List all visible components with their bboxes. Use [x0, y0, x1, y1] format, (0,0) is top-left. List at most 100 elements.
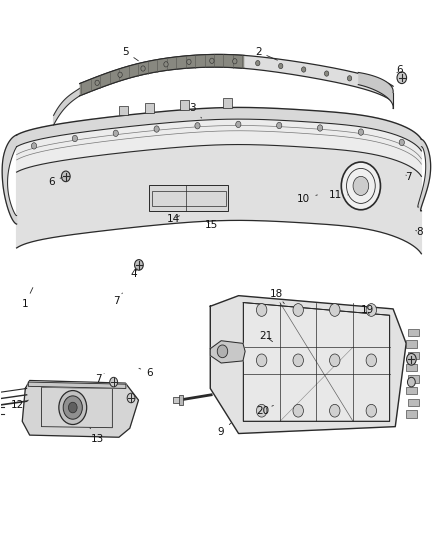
Circle shape	[329, 405, 340, 417]
Text: 6: 6	[139, 368, 153, 377]
Text: 4: 4	[131, 269, 138, 279]
Text: 7: 7	[405, 172, 412, 182]
Polygon shape	[17, 144, 421, 254]
Circle shape	[341, 162, 381, 210]
Polygon shape	[210, 341, 245, 363]
Circle shape	[325, 71, 329, 76]
Circle shape	[256, 304, 267, 317]
Text: 19: 19	[360, 305, 374, 315]
Text: 18: 18	[270, 289, 284, 304]
Text: 6: 6	[396, 66, 403, 75]
Circle shape	[164, 62, 168, 67]
Bar	[406, 410, 417, 418]
Circle shape	[399, 139, 404, 146]
Circle shape	[256, 405, 267, 417]
Circle shape	[154, 126, 159, 132]
Circle shape	[32, 143, 37, 149]
Bar	[149, 185, 228, 211]
Circle shape	[236, 121, 241, 127]
Circle shape	[187, 59, 191, 64]
Text: 9: 9	[218, 423, 231, 437]
Circle shape	[276, 123, 282, 128]
Polygon shape	[53, 88, 80, 125]
Circle shape	[95, 80, 99, 85]
Circle shape	[217, 345, 228, 358]
Circle shape	[366, 405, 377, 417]
Text: 7: 7	[95, 374, 104, 384]
Polygon shape	[80, 54, 393, 102]
Bar	[408, 352, 419, 359]
Circle shape	[293, 405, 304, 417]
Text: 8: 8	[416, 227, 423, 237]
Text: 6: 6	[48, 176, 62, 187]
Circle shape	[358, 129, 364, 135]
Circle shape	[256, 61, 260, 66]
Bar	[179, 395, 183, 406]
Circle shape	[210, 58, 214, 63]
Circle shape	[59, 391, 87, 424]
Bar	[408, 399, 419, 406]
Bar	[223, 98, 232, 108]
Circle shape	[318, 125, 323, 131]
Polygon shape	[2, 135, 17, 224]
Circle shape	[127, 393, 135, 403]
Circle shape	[301, 67, 306, 72]
Text: 21: 21	[259, 332, 272, 342]
Text: 14: 14	[167, 214, 180, 224]
Circle shape	[353, 176, 369, 196]
Polygon shape	[22, 381, 138, 437]
Text: 13: 13	[90, 428, 104, 444]
Circle shape	[347, 76, 352, 81]
Circle shape	[113, 130, 118, 136]
Polygon shape	[17, 108, 421, 151]
Bar	[406, 387, 417, 394]
Circle shape	[118, 72, 122, 77]
Circle shape	[61, 171, 70, 182]
Text: 10: 10	[297, 194, 318, 204]
Circle shape	[329, 304, 340, 317]
Polygon shape	[418, 139, 431, 211]
Circle shape	[233, 59, 237, 64]
Circle shape	[293, 304, 304, 317]
Bar	[408, 328, 419, 336]
Circle shape	[256, 354, 267, 367]
Polygon shape	[210, 296, 406, 433]
Text: 5: 5	[122, 47, 138, 61]
Circle shape	[407, 377, 415, 387]
Circle shape	[279, 63, 283, 69]
Polygon shape	[80, 54, 244, 96]
Text: 15: 15	[205, 220, 218, 230]
Circle shape	[397, 72, 406, 84]
Circle shape	[406, 353, 416, 365]
Circle shape	[329, 354, 340, 367]
Text: 2: 2	[255, 47, 277, 60]
Bar	[119, 106, 127, 116]
Circle shape	[110, 377, 117, 387]
Circle shape	[195, 123, 200, 129]
Text: 7: 7	[113, 293, 122, 306]
Circle shape	[293, 354, 304, 367]
Bar	[406, 340, 417, 348]
Text: 1: 1	[22, 288, 33, 309]
Text: 11: 11	[329, 190, 348, 200]
Circle shape	[72, 135, 78, 142]
Circle shape	[366, 304, 377, 317]
Bar	[408, 375, 419, 383]
Bar	[152, 191, 226, 206]
Polygon shape	[244, 303, 390, 421]
Text: 20: 20	[256, 406, 273, 416]
Circle shape	[68, 402, 77, 413]
Circle shape	[141, 66, 145, 71]
Bar	[406, 364, 417, 371]
Circle shape	[366, 354, 377, 367]
Bar	[145, 103, 154, 113]
Polygon shape	[28, 382, 126, 389]
Bar	[173, 397, 180, 403]
Text: 12: 12	[11, 400, 28, 410]
Polygon shape	[358, 72, 393, 109]
Polygon shape	[17, 119, 421, 176]
Circle shape	[134, 260, 143, 270]
Bar	[180, 100, 188, 110]
Circle shape	[63, 396, 82, 419]
Text: 3: 3	[190, 103, 201, 118]
